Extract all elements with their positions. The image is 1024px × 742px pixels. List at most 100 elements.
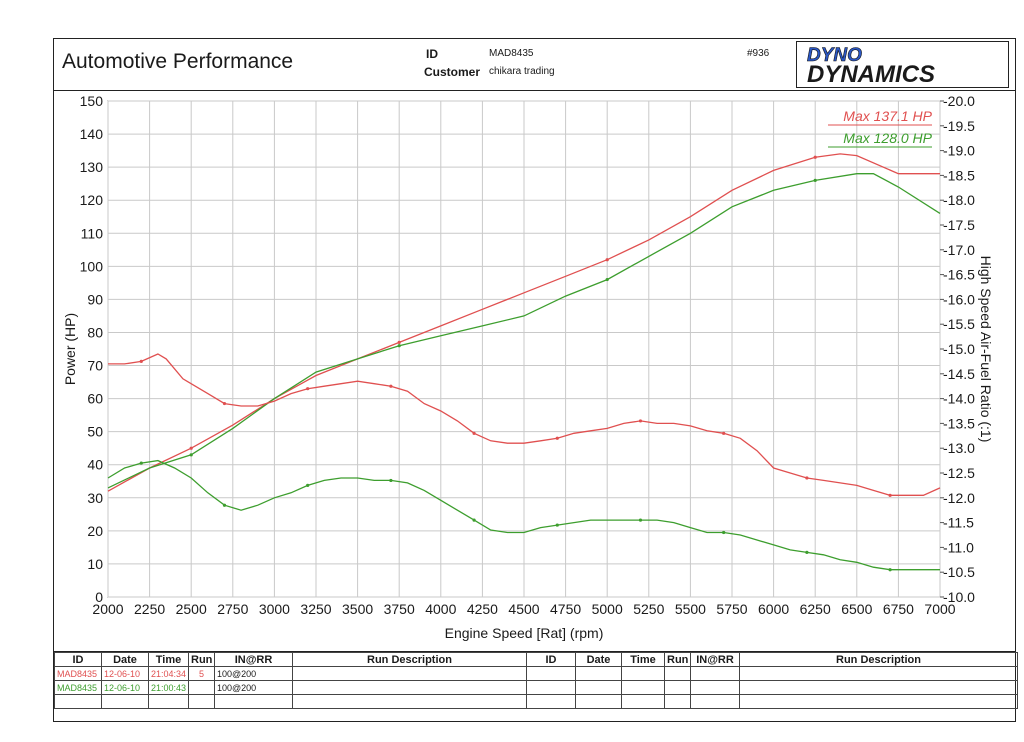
y-tick-label: 130 xyxy=(80,159,104,175)
series-marker xyxy=(397,340,401,344)
y-tick-label: 10 xyxy=(87,556,103,572)
series-marker xyxy=(813,178,817,182)
series-marker xyxy=(472,431,476,435)
x-tick-label: 4000 xyxy=(425,601,456,617)
run-table-grid: ID Date Time Run IN@RR Run Description I… xyxy=(54,652,1018,709)
y2-tick-label: -20.0 xyxy=(943,93,975,109)
y-tick-label: 140 xyxy=(80,126,104,142)
sheet-header: Automotive Performance ID MAD8435 Custom… xyxy=(54,39,1015,91)
x-tick-label: 6500 xyxy=(841,601,872,617)
series-marker xyxy=(555,436,559,440)
x-tick-label: 5250 xyxy=(633,601,664,617)
y2-tick-label: -17.5 xyxy=(943,217,975,233)
series-marker xyxy=(389,384,393,388)
series-marker xyxy=(888,493,892,497)
x-tick-label: 2500 xyxy=(176,601,207,617)
y-tick-label: 80 xyxy=(87,324,103,340)
x-tick-label: 2750 xyxy=(217,601,248,617)
series-marker xyxy=(222,503,227,507)
x-tick-label: 3500 xyxy=(342,601,373,617)
y2-tick-label: -18.0 xyxy=(943,192,975,208)
id-value: MAD8435 xyxy=(489,48,534,59)
x-tick-label: 6000 xyxy=(758,601,789,617)
x-tick-label: 4250 xyxy=(467,601,498,617)
x-tick-label: 4500 xyxy=(508,601,539,617)
y2-tick-label: -15.5 xyxy=(943,316,975,332)
x-tick-label: 4750 xyxy=(550,601,581,617)
col-time: Time xyxy=(148,652,189,667)
company-name: Automotive Performance xyxy=(62,50,294,73)
y2-tick-label: -12.0 xyxy=(943,490,975,506)
logo-line2: DYNAMICS xyxy=(807,61,935,86)
y2-tick-label: -13.5 xyxy=(943,415,975,431)
y2-tick-label: -16.0 xyxy=(943,291,975,307)
series-marker xyxy=(222,401,227,406)
col-run-2: Run xyxy=(664,652,691,667)
y2-tick-label: -11.5 xyxy=(943,515,974,531)
series-line xyxy=(107,173,941,489)
y-tick-label: 110 xyxy=(81,225,104,241)
series-marker xyxy=(805,476,809,480)
y-tick-label: 40 xyxy=(87,457,103,473)
y2-tick-label: -15.0 xyxy=(943,341,975,357)
series-marker xyxy=(189,453,193,457)
y2-tick-label: -14.0 xyxy=(943,391,975,407)
y2-tick-label: -17.0 xyxy=(943,242,975,258)
logo-line1: DYNO xyxy=(807,45,862,66)
cell-empty xyxy=(739,694,1018,709)
y-tick-label: 50 xyxy=(87,424,103,440)
y-tick-label: 0 xyxy=(95,589,103,605)
legend-entry: Max 137.1 HP xyxy=(843,108,932,124)
y-tick-label: 150 xyxy=(80,93,104,109)
y2-tick-label: -12.5 xyxy=(943,465,975,481)
series-line xyxy=(107,459,940,571)
customer-label: Customer xyxy=(424,65,481,79)
customer-value: chikara trading xyxy=(489,66,555,77)
dyno-dynamics-logo: DYNO DYNAMICS xyxy=(796,41,1009,88)
series-marker xyxy=(306,387,310,391)
y2-axis-title: High Speed Air-Fuel Ratio (:1) xyxy=(978,256,994,443)
run-number: #936 xyxy=(747,48,770,59)
y2-tick-label: -14.5 xyxy=(943,366,975,382)
y2-tick-label: -19.0 xyxy=(943,143,975,159)
y2-tick-label: -10.5 xyxy=(943,564,975,580)
series-marker xyxy=(139,461,143,465)
x-tick-label: 2000 xyxy=(92,601,123,617)
col-inrr: IN@RR xyxy=(214,652,293,667)
y-tick-label: 60 xyxy=(87,391,103,407)
series-marker xyxy=(139,359,143,363)
series-marker xyxy=(605,277,609,282)
series-line xyxy=(107,153,940,492)
x-tick-label: 6250 xyxy=(800,601,831,617)
x-tick-label: 7000 xyxy=(924,601,955,617)
y2-tick-label: -18.5 xyxy=(943,167,975,183)
y-tick-label: 100 xyxy=(80,258,104,274)
logo-graphic: DYNO DYNAMICS xyxy=(807,45,935,88)
series-marker xyxy=(189,446,193,450)
y-tick-label: 70 xyxy=(87,358,103,374)
x-tick-label: 3000 xyxy=(259,601,290,617)
y2-tick-label: -19.5 xyxy=(943,118,975,134)
series-line xyxy=(108,353,941,496)
series-marker xyxy=(389,478,393,483)
legend-entry: Max 128.0 HP xyxy=(843,130,932,146)
col-run-description: Run Description xyxy=(292,652,527,667)
x-tick-label: 3250 xyxy=(300,601,331,617)
series-marker xyxy=(722,530,726,535)
series-marker xyxy=(888,568,892,572)
y-tick-label: 20 xyxy=(87,523,103,539)
table-row xyxy=(54,694,1018,709)
series-marker xyxy=(472,518,476,522)
series-marker xyxy=(306,483,310,487)
series-marker xyxy=(397,344,401,348)
series-marker xyxy=(605,258,609,262)
dyno-sheet: Automotive Performance ID MAD8435 Custom… xyxy=(53,38,1018,722)
x-tick-label: 5500 xyxy=(675,601,706,617)
y2-tick-label: -16.5 xyxy=(943,267,975,283)
x-tick-label: 2250 xyxy=(134,601,165,617)
series-marker xyxy=(555,523,559,527)
y2-tick-label: -10.0 xyxy=(943,589,975,605)
series-marker xyxy=(722,431,726,435)
series-marker xyxy=(805,550,809,554)
